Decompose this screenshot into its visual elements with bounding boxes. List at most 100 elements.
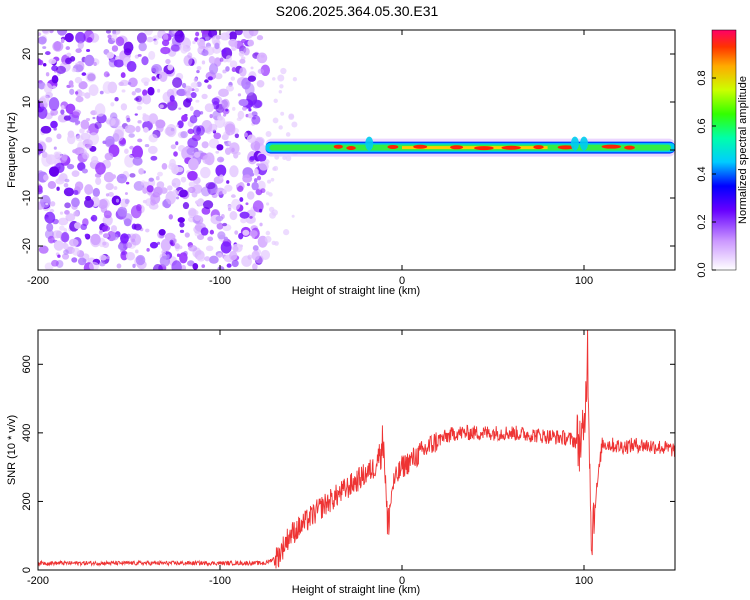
spectrogram-noise-cell: [278, 125, 283, 130]
spectrogram-noise-cell: [187, 260, 195, 267]
spectrogram-noise-cell: [175, 124, 179, 128]
spectrogram-noise-cell: [248, 107, 252, 112]
spectrogram-noise-cell: [104, 152, 114, 161]
spectrogram-noise-cell: [240, 39, 247, 44]
spectrogram-noise-cell: [74, 222, 81, 230]
spectrogram-noise-cell: [198, 40, 206, 50]
spectrogram-noise-cell: [236, 184, 240, 187]
spectrogram-noise-cell: [187, 137, 199, 149]
spectrogram-noise-cell: [135, 249, 139, 254]
spectrogram-noise-cell: [145, 228, 150, 233]
spectrogram-noise-cell: [90, 214, 98, 222]
spectrogram-noise-cell: [175, 141, 179, 146]
spectrogram-noise-cell: [38, 185, 43, 193]
spectrogram-noise-cell: [165, 123, 177, 138]
spectrogram-noise-cell: [173, 151, 178, 157]
spectrogram-noise-cell: [187, 170, 198, 181]
spectrogram-noise-cell: [85, 71, 97, 83]
spectrogram-noise-cell: [86, 37, 93, 43]
spectrogram-noise-cell: [99, 90, 104, 95]
spectrogram-noise-cell: [103, 210, 112, 219]
spectrogram-noise-cell: [42, 30, 51, 35]
spectrogram-noise-cell: [130, 233, 142, 246]
spectrogram-noise-cell: [137, 120, 142, 124]
spectrogram-y-tick-label: -10: [21, 190, 33, 206]
spectrogram-noise-cell: [237, 185, 244, 192]
spectrogram-noise-cell: [126, 242, 133, 249]
spectrogram-noise-cell: [147, 86, 155, 96]
spectrogram-hotspot: [333, 144, 343, 149]
spectrogram-noise-cell: [201, 93, 208, 100]
spectrogram-noise-cell: [282, 155, 287, 160]
spectrogram-noise-cell: [188, 207, 197, 219]
spectrogram-noise-cell: [75, 91, 79, 95]
spectrogram-hotspot: [346, 145, 356, 150]
spectrogram-noise-cell: [120, 103, 128, 111]
spectrogram-noise-cell: [268, 192, 273, 197]
spectrogram-noise-cell: [137, 138, 143, 143]
spectrogram-noise-cell: [158, 229, 166, 236]
spectrogram-noise-cell: [113, 59, 124, 68]
spectrogram-noise-cell: [45, 51, 51, 56]
spectrogram-noise-cell: [219, 174, 224, 180]
spectrogram-noise-cell: [224, 184, 233, 192]
spectrogram-noise-cell: [185, 97, 193, 103]
spectrogram-noise-cell: [64, 178, 70, 183]
spectrogram-noise-cell: [115, 36, 125, 47]
spectrogram-noise-cell: [141, 56, 149, 66]
spectrogram-noise-cell: [200, 30, 210, 35]
spectrogram-noise-cell: [153, 39, 159, 45]
spectrogram-noise-cell: [253, 178, 258, 183]
spectrogram-noise-cell: [251, 181, 259, 191]
spectrogram-noise-cell: [186, 94, 192, 99]
spectrogram-noise-cell: [180, 45, 188, 54]
spectrogram-noise-cell: [250, 140, 261, 151]
spectrogram-noise-cell: [50, 112, 55, 116]
spectrogram-noise-cell: [285, 155, 292, 162]
spectrogram-noise-cell: [127, 82, 132, 85]
spectrogram-noise-cell: [208, 55, 216, 64]
spectrogram-noise-cell: [144, 143, 150, 148]
spectrogram-noise-cell: [260, 188, 266, 194]
spectrogram-noise-cell: [63, 249, 69, 255]
spectrogram-noise-cell: [51, 75, 59, 84]
spectrogram-noise-cell: [204, 79, 209, 83]
spectrogram-bump: [580, 136, 588, 151]
spectrogram-noise-cell: [270, 177, 275, 182]
spectrogram-noise-cell: [103, 171, 115, 183]
spectrogram-noise-cell: [231, 67, 236, 73]
spectrogram-noise-cell: [131, 91, 136, 96]
spectrogram-noise-cell: [84, 92, 91, 99]
spectrogram-noise-cell: [79, 91, 86, 97]
snr-frame: [37, 329, 676, 571]
spectrogram-noise-cell: [45, 136, 53, 143]
spectrogram-noise-cell: [159, 104, 164, 109]
spectrogram-noise-cell: [81, 168, 88, 174]
spectrogram-noise-cell: [177, 217, 185, 223]
spectrogram-noise-cell: [228, 140, 232, 145]
spectrogram-noise-cell: [205, 182, 216, 190]
spectrogram-noise-cell: [159, 255, 171, 267]
spectrogram-noise-cell: [196, 254, 206, 262]
spectrogram-noise-cell: [272, 166, 277, 171]
spectrogram-y-tick-label: 20: [21, 48, 33, 60]
spectrogram-noise-cell: [71, 111, 80, 119]
spectrogram-noise-cell: [135, 125, 141, 133]
spectrogram-noise-cell: [232, 245, 239, 252]
spectrogram-x-ticks: -200 -100 0 100: [27, 30, 593, 287]
spectrogram-noise-cell: [254, 99, 263, 108]
snr-y-ticks: 0 200 400 600: [21, 355, 675, 573]
spectrogram-noise-cell: [219, 32, 231, 41]
spectrogram-noise-cell: [204, 103, 215, 113]
spectrogram-noise-cell: [225, 108, 229, 112]
spectrogram-noise-cell: [280, 67, 287, 75]
spectrogram-noise-cell: [171, 164, 180, 175]
spectrogram-noise-cell: [192, 40, 196, 45]
spectrogram-noise-cell: [77, 41, 84, 50]
spectrogram-noise-cell: [68, 238, 79, 247]
spectrogram-noise-cell: [256, 35, 264, 41]
spectrogram-noise-cell: [94, 103, 106, 117]
spectrogram-noise-cell: [200, 166, 211, 179]
spectrogram-noise-cell: [116, 263, 122, 269]
spectrogram-noise-cell: [193, 77, 198, 83]
